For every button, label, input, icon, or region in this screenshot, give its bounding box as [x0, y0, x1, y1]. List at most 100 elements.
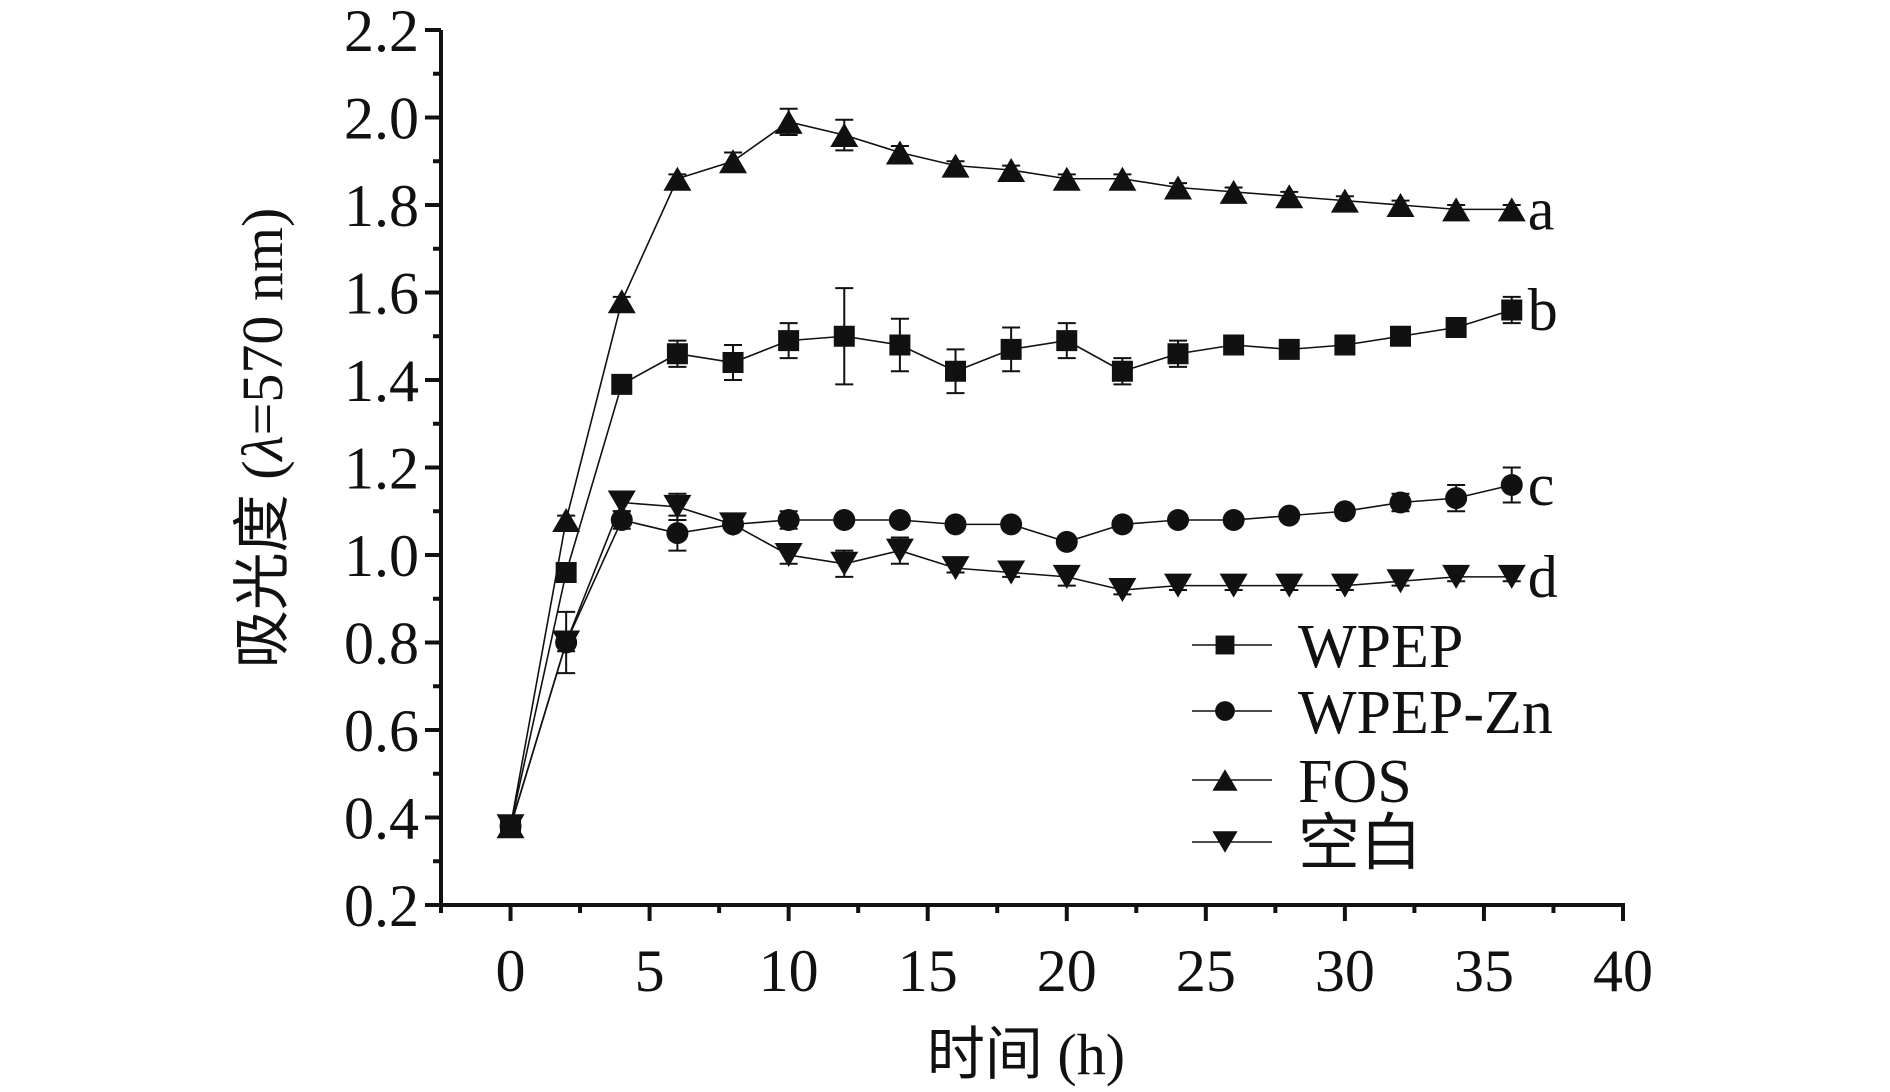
axes: 0.2 0.4 0.6 0.8 1.0 1.2 1.4 1.6 1.8 2.0 2.2 0 5 10 15 2…: [344, 0, 1653, 1004]
data-point: [1278, 338, 1300, 360]
data-point: [1334, 334, 1356, 356]
y-axis-title-symbol: λ: [230, 435, 295, 462]
data-point: [1164, 573, 1193, 598]
data-point: [885, 538, 914, 563]
data-point: [830, 551, 859, 576]
data-point: [1500, 474, 1523, 496]
x-tick-label: 15: [898, 938, 958, 1004]
data-point: [1501, 299, 1523, 321]
data-point: [607, 490, 636, 515]
data-point: [774, 543, 803, 567]
series-end-label: d: [1528, 544, 1558, 610]
data-point: [1330, 573, 1359, 598]
data-point: [1108, 166, 1137, 191]
data-point: [1275, 573, 1304, 598]
data-point: [663, 166, 692, 191]
data-point: [496, 814, 525, 839]
data-point: [774, 109, 803, 134]
legend-label: WPEP: [1298, 613, 1463, 681]
y-tick-label: 1.6: [344, 261, 419, 327]
data-point: [1330, 188, 1359, 213]
data-point: [1108, 578, 1137, 602]
data-point: [1497, 564, 1526, 589]
data-point: [611, 373, 633, 395]
data-point: [833, 325, 855, 347]
data-point: [1000, 338, 1022, 360]
data-point: [666, 522, 689, 545]
data-point: [1333, 500, 1356, 523]
data-point: [1219, 179, 1248, 204]
data-point: [1111, 513, 1134, 536]
y-tick-label: 1.0: [344, 523, 419, 589]
y-axis-title-suffix: =570 nm): [230, 208, 295, 436]
data-point: [1222, 509, 1245, 531]
data-point: [1497, 197, 1526, 222]
data-point: [1442, 564, 1471, 589]
series-end-label: c: [1528, 452, 1555, 518]
legend-marker-circle-icon: [1215, 701, 1235, 721]
y-axis-title-prefix: 吸光度 (: [230, 460, 295, 668]
series-end-label: a: [1528, 176, 1555, 242]
x-tick-label: 35: [1454, 938, 1514, 1004]
y-tick-label: 1.2: [344, 436, 419, 502]
data-point: [889, 334, 911, 356]
legend-item: WPEP: [1192, 613, 1463, 681]
data-point: [1445, 487, 1468, 510]
y-tick-label: 1.8: [344, 173, 419, 239]
data-point: [1111, 360, 1133, 382]
y-tick-label: 2.0: [344, 86, 419, 152]
x-axis-title: 时间 (h): [927, 1022, 1125, 1087]
legend-marker-triangle-up-icon: [1212, 769, 1238, 791]
data-point: [1386, 193, 1415, 217]
x-tick-label: 30: [1315, 938, 1375, 1004]
data-point: [1389, 491, 1412, 514]
data-point: [1000, 513, 1023, 536]
data-point: [1442, 197, 1471, 222]
data-point: [722, 352, 744, 373]
y-tick-label: 0.8: [344, 611, 419, 677]
data-point: [885, 140, 914, 165]
data-point: [997, 158, 1026, 182]
data-point: [1052, 166, 1081, 191]
legend-item: FOS: [1192, 748, 1412, 816]
data-point: [1052, 564, 1081, 589]
data-point: [1055, 530, 1078, 553]
data-point: [552, 630, 581, 655]
series-WPEP: [500, 287, 1523, 837]
data-point: [1167, 343, 1189, 365]
legend-marker-square-icon: [1215, 635, 1235, 655]
legend-label: FOS: [1298, 748, 1412, 816]
legend-item: WPEP-Zn: [1192, 679, 1553, 747]
data-point: [944, 513, 967, 536]
data-point: [552, 508, 581, 532]
data-point: [941, 556, 970, 581]
y-tick-label: 0.2: [344, 873, 419, 939]
y-axis-title: 吸光度 (λ=570 nm): [230, 208, 295, 669]
data-point: [1167, 509, 1190, 531]
y-tick-label: 2.2: [344, 0, 419, 64]
x-tick-label: 20: [1037, 938, 1097, 1004]
data-point: [830, 123, 859, 147]
legend-marker-triangle-down-icon: [1212, 831, 1238, 853]
data-point: [1386, 569, 1415, 594]
data-point: [1223, 334, 1245, 356]
data-point: [888, 509, 911, 531]
data-point: [719, 149, 748, 174]
data-point: [941, 153, 970, 178]
x-tick-label: 5: [635, 938, 665, 1004]
data-point: [997, 560, 1026, 585]
data-point: [663, 494, 692, 519]
data-point: [778, 330, 800, 352]
data-point: [607, 289, 636, 314]
series-layer: [496, 107, 1526, 839]
series-end-label: b: [1528, 277, 1558, 343]
y-tick-label: 1.4: [344, 348, 419, 414]
data-point: [1056, 330, 1078, 352]
data-point: [833, 509, 856, 531]
legend-label: 空白: [1298, 810, 1422, 878]
data-point: [945, 360, 967, 382]
y-tick-label: 0.6: [344, 698, 419, 764]
x-tick-label: 40: [1593, 938, 1653, 1004]
